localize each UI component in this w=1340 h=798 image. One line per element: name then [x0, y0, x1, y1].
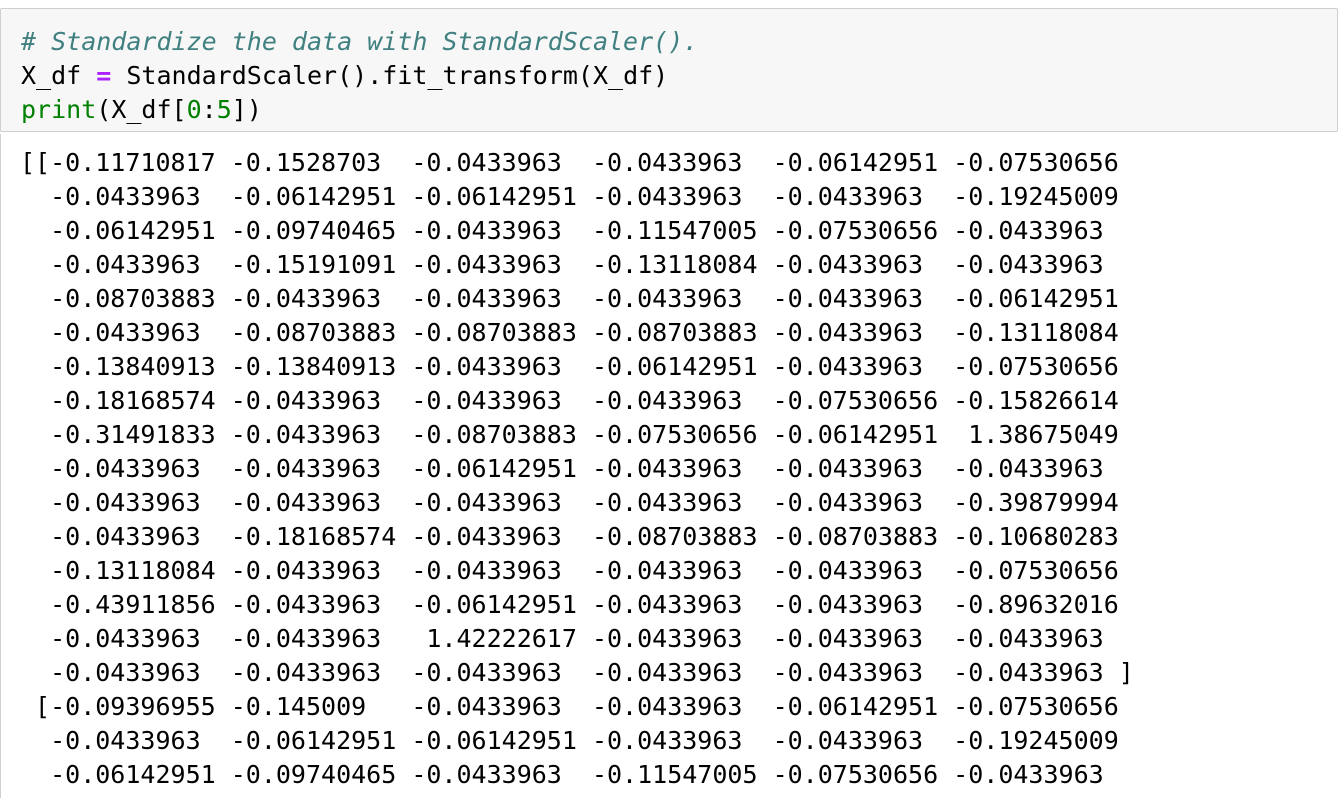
code-comment: # Standardize the data with StandardScal…	[21, 27, 699, 56]
output-text: [[-0.11710817 -0.1528703 -0.0433963 -0.0…	[20, 146, 1134, 792]
output-line: -0.0433963 -0.0433963 -0.06142951 -0.043…	[20, 454, 1104, 483]
code-assignment-value: StandardScaler().fit_transform(X_df)	[111, 61, 669, 90]
output-line: -0.0433963 -0.15191091 -0.0433963 -0.131…	[20, 250, 1104, 279]
code-print-open: (X_df[	[96, 95, 187, 124]
code-print-close: ])	[231, 95, 262, 124]
code-assignment-target: X_df	[21, 61, 97, 90]
output-line: -0.06142951 -0.09740465 -0.0433963 -0.11…	[20, 216, 1104, 245]
output-line: -0.43911856 -0.0433963 -0.06142951 -0.04…	[20, 590, 1119, 619]
output-cell: [[-0.11710817 -0.1528703 -0.0433963 -0.0…	[0, 134, 1340, 798]
output-line: [-0.09396955 -0.145009 -0.0433963 -0.043…	[20, 692, 1119, 721]
output-line: -0.0433963 -0.08703883 -0.08703883 -0.08…	[20, 318, 1119, 347]
output-line: -0.31491833 -0.0433963 -0.08703883 -0.07…	[20, 420, 1119, 449]
output-line: -0.13118084 -0.0433963 -0.0433963 -0.043…	[20, 556, 1119, 585]
output-line: -0.0433963 -0.18168574 -0.0433963 -0.087…	[20, 522, 1119, 551]
output-line: [[-0.11710817 -0.1528703 -0.0433963 -0.0…	[20, 148, 1119, 177]
code-slice-start: 0	[186, 95, 202, 124]
code-assign-operator: =	[96, 61, 112, 90]
code-editor[interactable]: # Standardize the data with StandardScal…	[21, 25, 698, 127]
output-line: -0.13840913 -0.13840913 -0.0433963 -0.06…	[20, 352, 1119, 381]
code-input-cell[interactable]: # Standardize the data with StandardScal…	[0, 8, 1338, 132]
output-line: -0.0433963 -0.06142951 -0.06142951 -0.04…	[20, 182, 1119, 211]
output-line: -0.18168574 -0.0433963 -0.0433963 -0.043…	[20, 386, 1119, 415]
output-divider	[0, 134, 1, 798]
code-print-function: print	[21, 95, 97, 124]
output-line: -0.0433963 -0.0433963 1.42222617 -0.0433…	[20, 624, 1104, 653]
output-line: -0.0433963 -0.0433963 -0.0433963 -0.0433…	[20, 658, 1134, 687]
output-line: -0.06142951 -0.09740465 -0.0433963 -0.11…	[20, 760, 1104, 789]
output-line: -0.0433963 -0.06142951 -0.06142951 -0.04…	[20, 726, 1119, 755]
code-slice-colon: :	[201, 95, 217, 124]
code-slice-end: 5	[216, 95, 232, 124]
output-line: -0.08703883 -0.0433963 -0.0433963 -0.043…	[20, 284, 1119, 313]
output-line: -0.0433963 -0.0433963 -0.0433963 -0.0433…	[20, 488, 1119, 517]
